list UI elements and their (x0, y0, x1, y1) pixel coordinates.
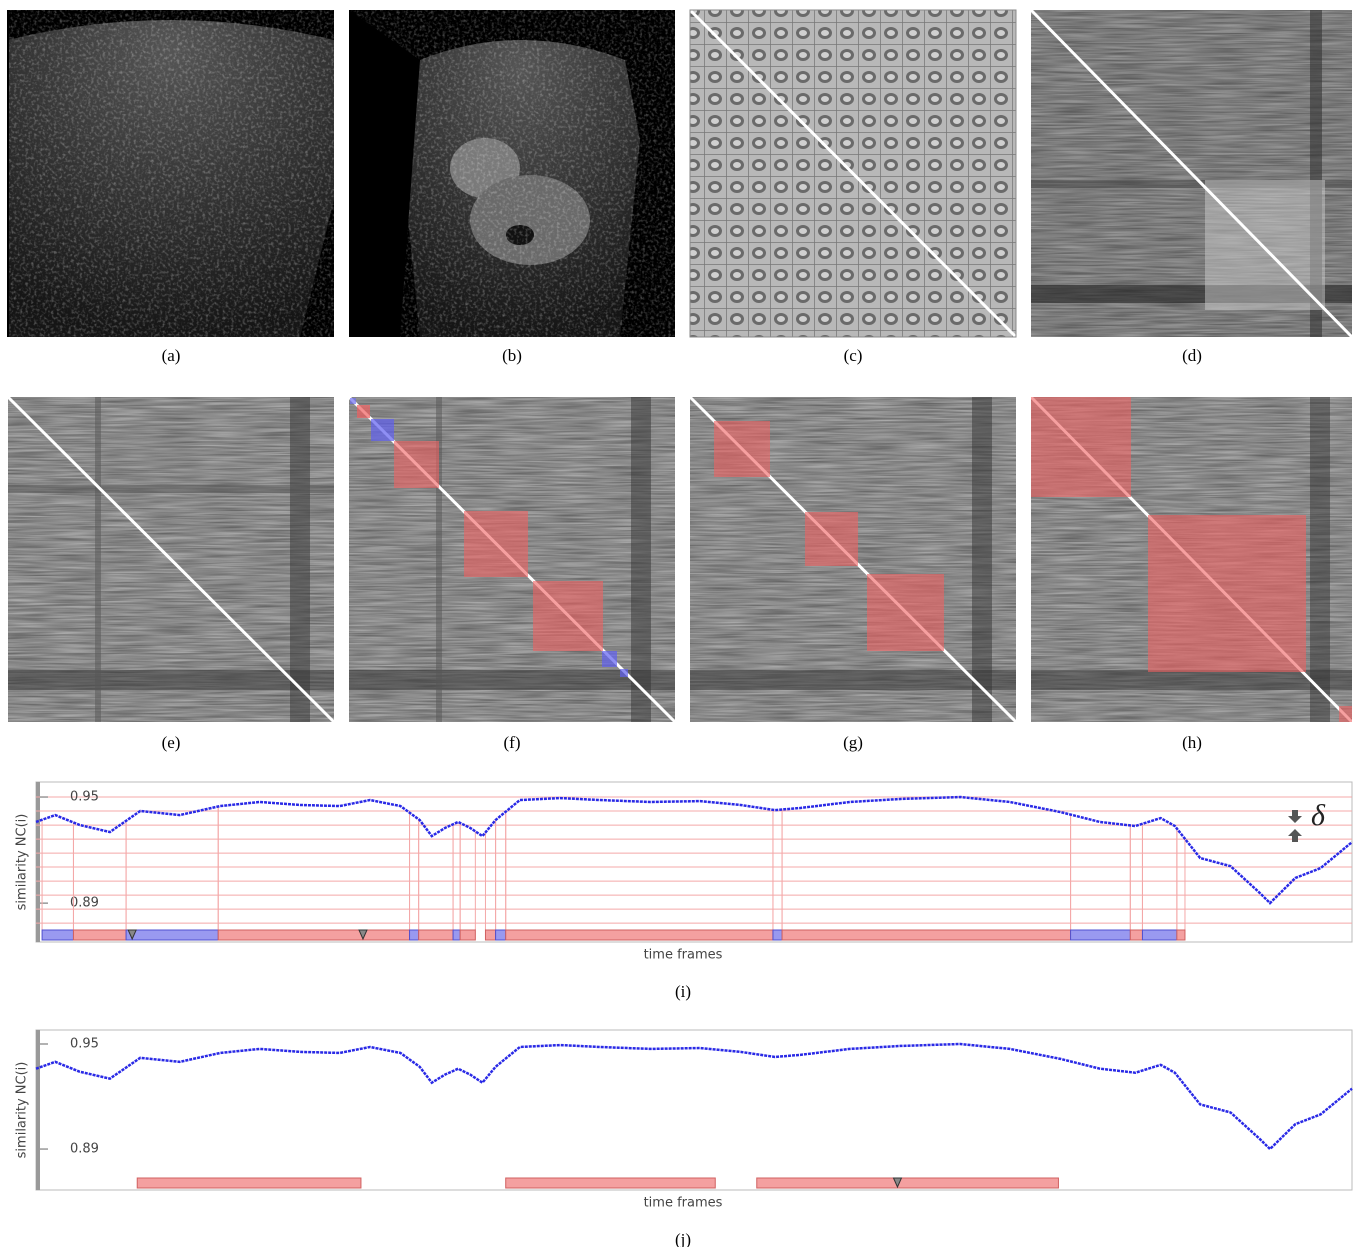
image-b (349, 10, 675, 337)
y-tick-label: 0.89 (70, 1142, 99, 1157)
y-tick-label: 0.89 (70, 896, 99, 911)
image-g (690, 397, 1016, 722)
caption: (h) (1182, 733, 1202, 752)
segment (42, 930, 73, 940)
plot-area (36, 1030, 1352, 1190)
caption: (f) (504, 733, 521, 752)
image-h (1031, 397, 1352, 722)
caption: (b) (502, 346, 522, 365)
x-axis-label: time frames (644, 948, 723, 963)
segment (1142, 930, 1176, 940)
segment (218, 930, 409, 940)
axis-bar (36, 782, 40, 942)
segment (506, 1178, 716, 1188)
segment (419, 930, 453, 940)
caption: (g) (843, 733, 863, 752)
caption: (a) (162, 346, 181, 365)
y-tick-label: 0.95 (70, 790, 99, 805)
figure: (a) (b) (c) (d) (e) (f) (g) (h) 0.95 0.89… (0, 0, 1354, 1247)
segment (496, 930, 506, 940)
plot-area (36, 782, 1352, 942)
segment (1130, 930, 1142, 940)
segment (460, 930, 475, 940)
image-c (690, 10, 1016, 337)
caption: (j) (675, 1230, 691, 1247)
segment (73, 930, 126, 940)
segment (485, 930, 495, 940)
segment (506, 930, 773, 940)
y-axis-label: similarity NC(i) (15, 814, 30, 911)
segment (1177, 930, 1185, 940)
y-axis-label: similarity NC(i) (15, 1062, 30, 1159)
segment (773, 930, 782, 940)
caption: (i) (675, 982, 691, 1001)
segment (1071, 930, 1131, 940)
image-f (349, 397, 675, 722)
segment (453, 930, 460, 940)
image-d (1031, 10, 1352, 337)
caption: (e) (162, 733, 181, 752)
annotation: δ (1311, 799, 1326, 832)
segment (137, 1178, 361, 1188)
caption: (d) (1182, 346, 1202, 365)
caption: (c) (844, 346, 863, 365)
segment (410, 930, 419, 940)
x-axis-label: time frames (644, 1196, 723, 1211)
image-e (8, 397, 334, 722)
image-a (8, 10, 334, 337)
axis-bar (36, 1030, 40, 1190)
segment (757, 1178, 1059, 1188)
y-tick-label: 0.95 (70, 1037, 99, 1052)
segment (782, 930, 1071, 940)
segment (126, 930, 218, 940)
